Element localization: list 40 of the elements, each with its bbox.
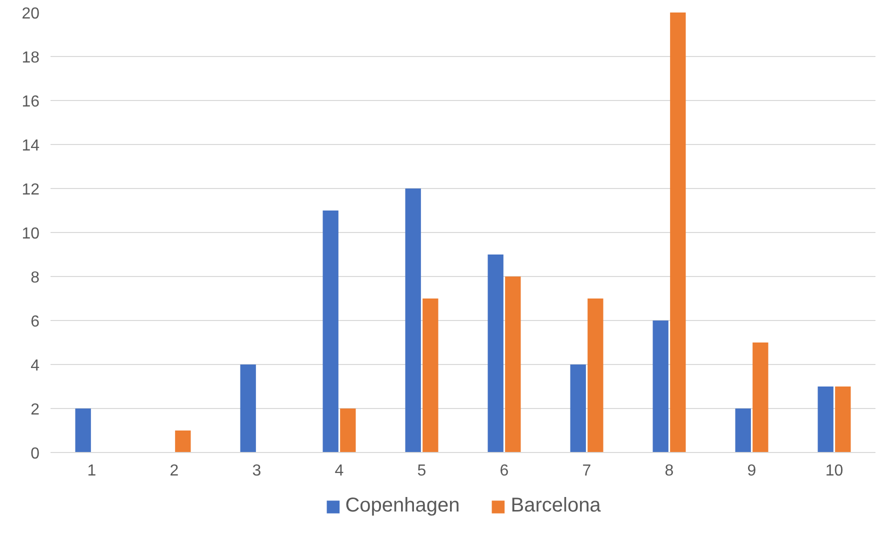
y-tick-label: 14: [22, 138, 40, 154]
bar: [240, 364, 256, 452]
bar: [570, 364, 586, 452]
x-tick-label: 7: [582, 462, 592, 480]
y-tick-label: 18: [22, 50, 40, 66]
y-tick-label: 16: [22, 94, 40, 110]
bar: [670, 12, 686, 452]
y-tick-label: 2: [30, 402, 40, 418]
x-tick-label: 3: [252, 462, 262, 480]
bar: [322, 210, 338, 452]
x-tick-label: 4: [334, 462, 344, 480]
x-tick-label: 9: [747, 462, 756, 480]
x-tick-label: 5: [417, 462, 426, 480]
legend-label: Barcelona: [510, 494, 601, 518]
bar: [175, 430, 191, 452]
bar: [818, 386, 834, 452]
x-tick-label: 8: [664, 462, 674, 480]
y-tick-label: 0: [30, 446, 40, 462]
bar: [405, 188, 421, 452]
legend-label: Copenhagen: [345, 494, 460, 518]
bar: [505, 276, 521, 452]
bar: [75, 408, 91, 452]
bar: [422, 298, 438, 452]
y-tick-label: 8: [30, 270, 40, 286]
y-tick-label: 20: [22, 6, 40, 22]
x-tick-label: 6: [500, 462, 509, 480]
y-tick-label: 6: [30, 314, 40, 330]
bar: [835, 386, 851, 452]
bar: [488, 254, 504, 452]
x-tick-label: 10: [825, 462, 844, 480]
x-tick-label: 2: [170, 462, 179, 480]
bar: [652, 320, 668, 452]
y-tick-label: 12: [22, 182, 40, 198]
bar: [735, 408, 751, 452]
bar: [752, 342, 768, 452]
bar: [340, 408, 356, 452]
bar: [588, 298, 604, 452]
y-tick-label: 4: [30, 358, 40, 374]
x-tick-label: 1: [87, 462, 96, 480]
y-tick-label: 10: [22, 226, 40, 242]
